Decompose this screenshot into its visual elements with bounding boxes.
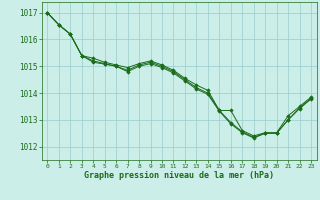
X-axis label: Graphe pression niveau de la mer (hPa): Graphe pression niveau de la mer (hPa) — [84, 171, 274, 180]
